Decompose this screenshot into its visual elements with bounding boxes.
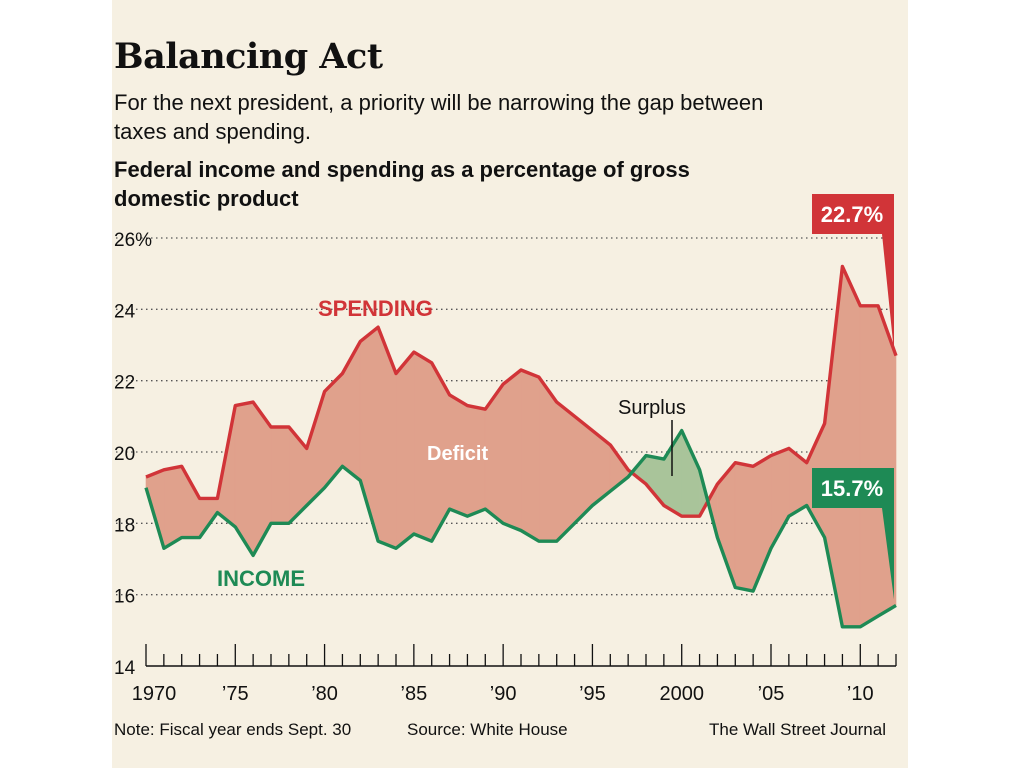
chart-labels: SPENDING INCOME Deficit Surplus 22.7% 15.7% <box>217 194 894 600</box>
x-tick-label: ’80 <box>311 683 338 705</box>
deficit-area <box>270 426 290 524</box>
spending-end-value: 22.7% <box>821 202 883 227</box>
deficit-area <box>538 376 558 542</box>
surplus-label: Surplus <box>618 397 686 419</box>
chart-subtitle: For the next president, a priority will … <box>114 90 764 144</box>
spending-line <box>145 264 898 518</box>
series-lines <box>144 264 898 629</box>
deficit-area <box>734 462 754 592</box>
deficit-area <box>520 369 540 542</box>
x-tick-label: 2000 <box>659 683 704 705</box>
area-layer <box>145 266 897 628</box>
deficit-area <box>859 305 879 628</box>
publisher-credit: The Wall Street Journal <box>709 720 886 739</box>
surplus-area <box>631 455 646 485</box>
deficit-area <box>395 351 415 549</box>
spending-label: SPENDING <box>318 296 433 321</box>
deficit-area <box>342 340 361 482</box>
surplus-area <box>645 455 665 507</box>
y-tick-label: 14 <box>114 658 136 679</box>
income-end-callout <box>812 468 894 600</box>
deficit-area <box>502 369 522 531</box>
x-tick-label: ’85 <box>401 683 428 705</box>
x-tick-label: 1970 <box>132 683 177 705</box>
x-tick-label: ’90 <box>490 683 517 705</box>
x-tick-label: ’95 <box>579 683 606 705</box>
deficit-area <box>163 465 183 549</box>
deficit-area <box>824 266 843 627</box>
surplus-area <box>681 430 700 517</box>
chart-title: Balancing Act <box>114 36 383 77</box>
x-axis: 1970 ’75 ’80 ’85 ’90 ’95 2000 ’05 ’10 <box>132 644 897 705</box>
income-end-value: 15.7% <box>821 476 883 501</box>
chart-description: Federal income and spending as a percent… <box>114 157 690 211</box>
y-tick-label: 26% <box>114 230 152 251</box>
y-tick-label: 22 <box>114 373 135 394</box>
income-line <box>144 428 897 629</box>
spending-end-callout <box>812 194 894 352</box>
chart-plot: 14 16 18 20 22 24 26% 1970 ’75 ’80 ’85 ’90 ’95 2000 ’… <box>114 194 898 705</box>
deficit-area <box>181 465 200 538</box>
income-label: INCOME <box>217 566 305 591</box>
deficit-area <box>556 401 575 542</box>
footnote: Note: Fiscal year ends Sept. 30 <box>114 720 352 739</box>
deficit-area <box>377 327 397 549</box>
y-tick-label: 16 <box>114 587 135 608</box>
chart-card: Balancing Act For the next president, a … <box>112 0 908 768</box>
source-note: Source: White House <box>407 720 568 739</box>
y-tick-label: 24 <box>114 301 136 322</box>
x-tick-label: ’75 <box>222 683 249 705</box>
y-tick-label: 20 <box>114 444 135 465</box>
deficit-area <box>842 266 861 628</box>
y-tick-label: 18 <box>114 515 135 536</box>
deficit-label: Deficit <box>427 443 488 465</box>
x-tick-label: ’05 <box>758 683 785 705</box>
x-tick-label: ’10 <box>847 683 874 705</box>
